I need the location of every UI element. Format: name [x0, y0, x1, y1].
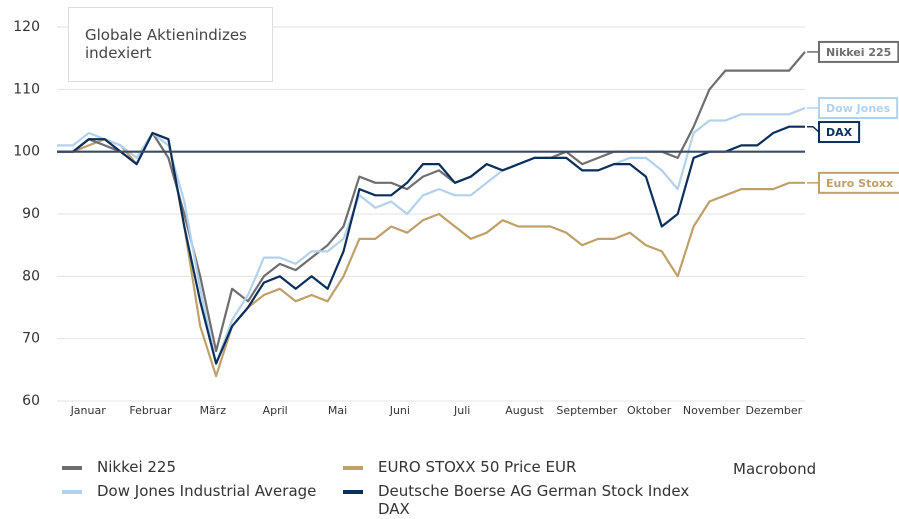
y-tick-label: 120	[13, 19, 40, 35]
legend-item: Nikkei 225	[62, 458, 343, 476]
chart-title: Globale Aktienindizes indexiert	[68, 7, 273, 82]
x-tick-label: Juli	[453, 404, 470, 417]
series-line	[57, 131, 805, 378]
x-tick-label: September	[556, 404, 617, 417]
x-tick-label: November	[683, 404, 741, 417]
tag-box	[818, 97, 899, 120]
legend-swatch	[62, 490, 82, 494]
tag-label: Dow Jones	[826, 102, 891, 115]
legend-item: EURO STOXX 50 Price EUR	[343, 458, 703, 476]
series-line	[57, 125, 805, 365]
end-tag: DAX	[818, 121, 861, 144]
legend-swatch	[343, 466, 363, 470]
x-tick-label: Januar	[70, 404, 107, 417]
x-tick-label: Dezember	[745, 404, 802, 417]
x-tick-label: März	[200, 404, 227, 417]
legend-swatch	[343, 490, 363, 494]
legend-label: Deutsche Boerse AG German Stock Index DA…	[378, 482, 690, 518]
tag-label: Euro Stoxx	[826, 177, 893, 190]
chart: 60 70 80 90 100 110 120 Januar Februar März April M…	[13, 19, 899, 417]
legend: Nikkei 225 EURO STOXX 50 Price EUR Dow Jon…	[62, 458, 722, 518]
tag-box	[818, 121, 861, 144]
source: Macrobond	[733, 460, 817, 478]
x-tick-label: Mai	[328, 404, 347, 417]
x-tick-label: Oktober	[627, 404, 672, 417]
y-tick-label: 90	[22, 206, 40, 222]
tag-label: Nikkei 225	[826, 46, 891, 59]
series-line	[57, 51, 806, 353]
legend-label: Dow Jones Industrial Average	[97, 482, 317, 500]
y-tick-label: 80	[22, 268, 40, 284]
x-tick-label: Februar	[129, 404, 172, 417]
series-line	[57, 106, 806, 365]
legend-label: Nikkei 225	[97, 458, 177, 476]
x-tick-label: August	[505, 404, 544, 417]
tag-connector	[807, 125, 820, 133]
end-tag: Dow Jones	[818, 97, 899, 120]
x-tick-label: Juni	[389, 404, 410, 417]
end-tag: Euro Stoxx	[818, 171, 899, 194]
tag-label: DAX	[826, 126, 853, 139]
legend-label: EURO STOXX 50 Price EUR	[378, 458, 577, 476]
tag-box	[818, 40, 899, 63]
tag-box	[818, 171, 899, 194]
end-tag: Nikkei 225	[818, 40, 899, 63]
y-tick-label: 100	[13, 144, 40, 160]
legend-swatch	[62, 466, 82, 470]
y-tick-label: 60	[22, 393, 40, 409]
x-tick-label: April	[263, 404, 288, 417]
legend-item: Deutsche Boerse AG German Stock Index DA…	[343, 482, 703, 518]
y-tick-label: 110	[13, 81, 40, 97]
y-tick-label: 70	[22, 331, 40, 347]
legend-item: Dow Jones Industrial Average	[62, 482, 343, 518]
